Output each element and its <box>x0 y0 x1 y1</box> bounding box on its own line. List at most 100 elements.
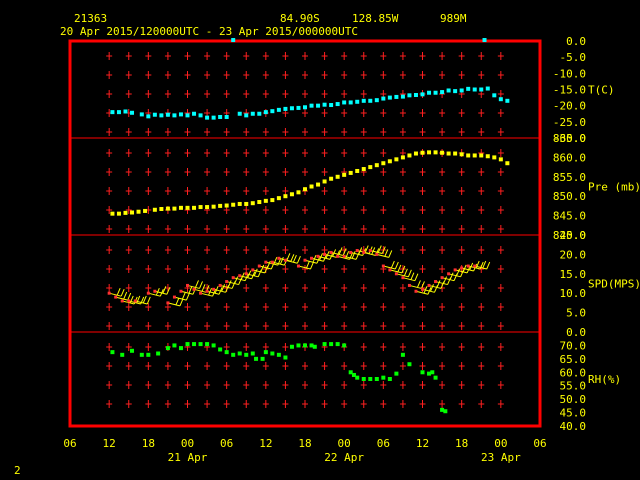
data-point <box>211 204 216 209</box>
data-point <box>152 207 157 212</box>
data-point <box>361 377 366 381</box>
wind-barb-origin <box>427 283 431 287</box>
x-tick-label: 18 <box>455 437 468 450</box>
wind-barb-origin <box>375 252 379 256</box>
data-point <box>374 163 379 168</box>
data-point <box>316 182 321 187</box>
wind-barb <box>473 260 491 270</box>
wind-barb <box>401 272 419 282</box>
data-point <box>165 346 170 351</box>
wind-barb-origin <box>205 289 209 293</box>
data-point <box>270 109 275 114</box>
data-point <box>443 409 448 414</box>
wind-barb-shaft <box>187 280 203 289</box>
data-point <box>368 98 373 103</box>
y-tick-label: 860.0 <box>553 151 586 164</box>
wind-barb <box>107 288 125 297</box>
wind-barb-origin <box>231 276 235 280</box>
data-point <box>394 157 399 162</box>
data-point <box>381 96 386 101</box>
wind-barb-origin <box>264 260 268 264</box>
wind-barb-shaft <box>376 249 393 258</box>
wind-barb <box>166 297 184 307</box>
data-point <box>276 107 281 112</box>
data-point <box>244 352 249 357</box>
y-tick-label: 55.0 <box>560 380 587 393</box>
x-day-label: 23 Apr <box>481 451 521 464</box>
wind-barb <box>388 264 406 274</box>
data-point <box>329 176 334 181</box>
data-point <box>335 102 340 107</box>
wind-barb <box>172 291 190 301</box>
data-point <box>283 355 288 360</box>
longitude: 128.85W <box>352 12 399 25</box>
data-point <box>283 194 288 199</box>
data-point <box>309 103 314 108</box>
wind-barb-shaft <box>285 255 301 264</box>
data-point <box>120 352 125 357</box>
data-point <box>498 97 503 102</box>
wind-barb-origin <box>179 289 183 293</box>
data-point <box>472 153 477 158</box>
y-tick-label: 5.0 <box>566 307 586 320</box>
data-point <box>430 370 435 375</box>
footer-label: 2 <box>14 464 21 477</box>
wind-barb-shaft <box>330 247 347 256</box>
data-point <box>453 89 458 94</box>
data-point <box>335 342 340 347</box>
wind-barb-origin <box>166 301 170 305</box>
panel-label: RH(%) <box>588 373 621 386</box>
data-point <box>413 151 418 156</box>
data-point <box>123 109 128 114</box>
data-point <box>263 198 268 203</box>
x-tick-label: 12 <box>416 437 429 450</box>
data-point <box>116 211 121 216</box>
data-point <box>159 207 164 212</box>
wind-barb-origin <box>323 252 327 256</box>
data-point <box>374 98 379 103</box>
data-point <box>374 377 379 381</box>
data-point <box>254 356 259 361</box>
wind-barb-shaft <box>402 272 419 282</box>
wind-barb-origin <box>394 272 398 276</box>
data-point <box>472 87 477 92</box>
data-point <box>172 113 177 118</box>
data-point <box>420 150 425 155</box>
wind-barb-origin <box>153 289 157 293</box>
y-tick-label: 15.0 <box>560 268 587 281</box>
wind-barb-origin <box>316 254 320 258</box>
data-point <box>143 208 148 213</box>
data-point <box>130 210 135 215</box>
data-point <box>348 170 353 175</box>
data-point <box>387 159 392 164</box>
data-point <box>263 110 268 115</box>
data-point <box>322 342 327 347</box>
data-point <box>260 356 265 361</box>
wind-barb <box>368 245 386 255</box>
data-point <box>342 100 347 105</box>
data-point <box>296 105 301 110</box>
y-tick-label: 25.0 <box>560 229 587 242</box>
wind-barb-origin <box>460 266 464 270</box>
x-tick-label: 12 <box>259 437 272 450</box>
data-point <box>342 172 347 177</box>
wind-barb-origin <box>186 283 189 287</box>
wind-barb-origin <box>447 272 451 276</box>
data-point <box>355 99 360 104</box>
data-point <box>289 344 294 349</box>
data-point <box>192 205 197 210</box>
data-point <box>296 190 301 195</box>
wind-barb-origin <box>453 268 457 272</box>
data-point <box>257 200 262 205</box>
wind-barb-origin <box>172 295 176 299</box>
wind-barb <box>375 249 393 258</box>
data-point <box>237 201 242 206</box>
wind-barb-origin <box>127 299 131 303</box>
data-point <box>368 165 373 170</box>
data-point <box>355 375 360 380</box>
x-tick-label: 06 <box>220 437 233 450</box>
wind-barb-shaft <box>389 264 406 274</box>
data-point <box>178 205 183 210</box>
data-point <box>224 114 229 119</box>
